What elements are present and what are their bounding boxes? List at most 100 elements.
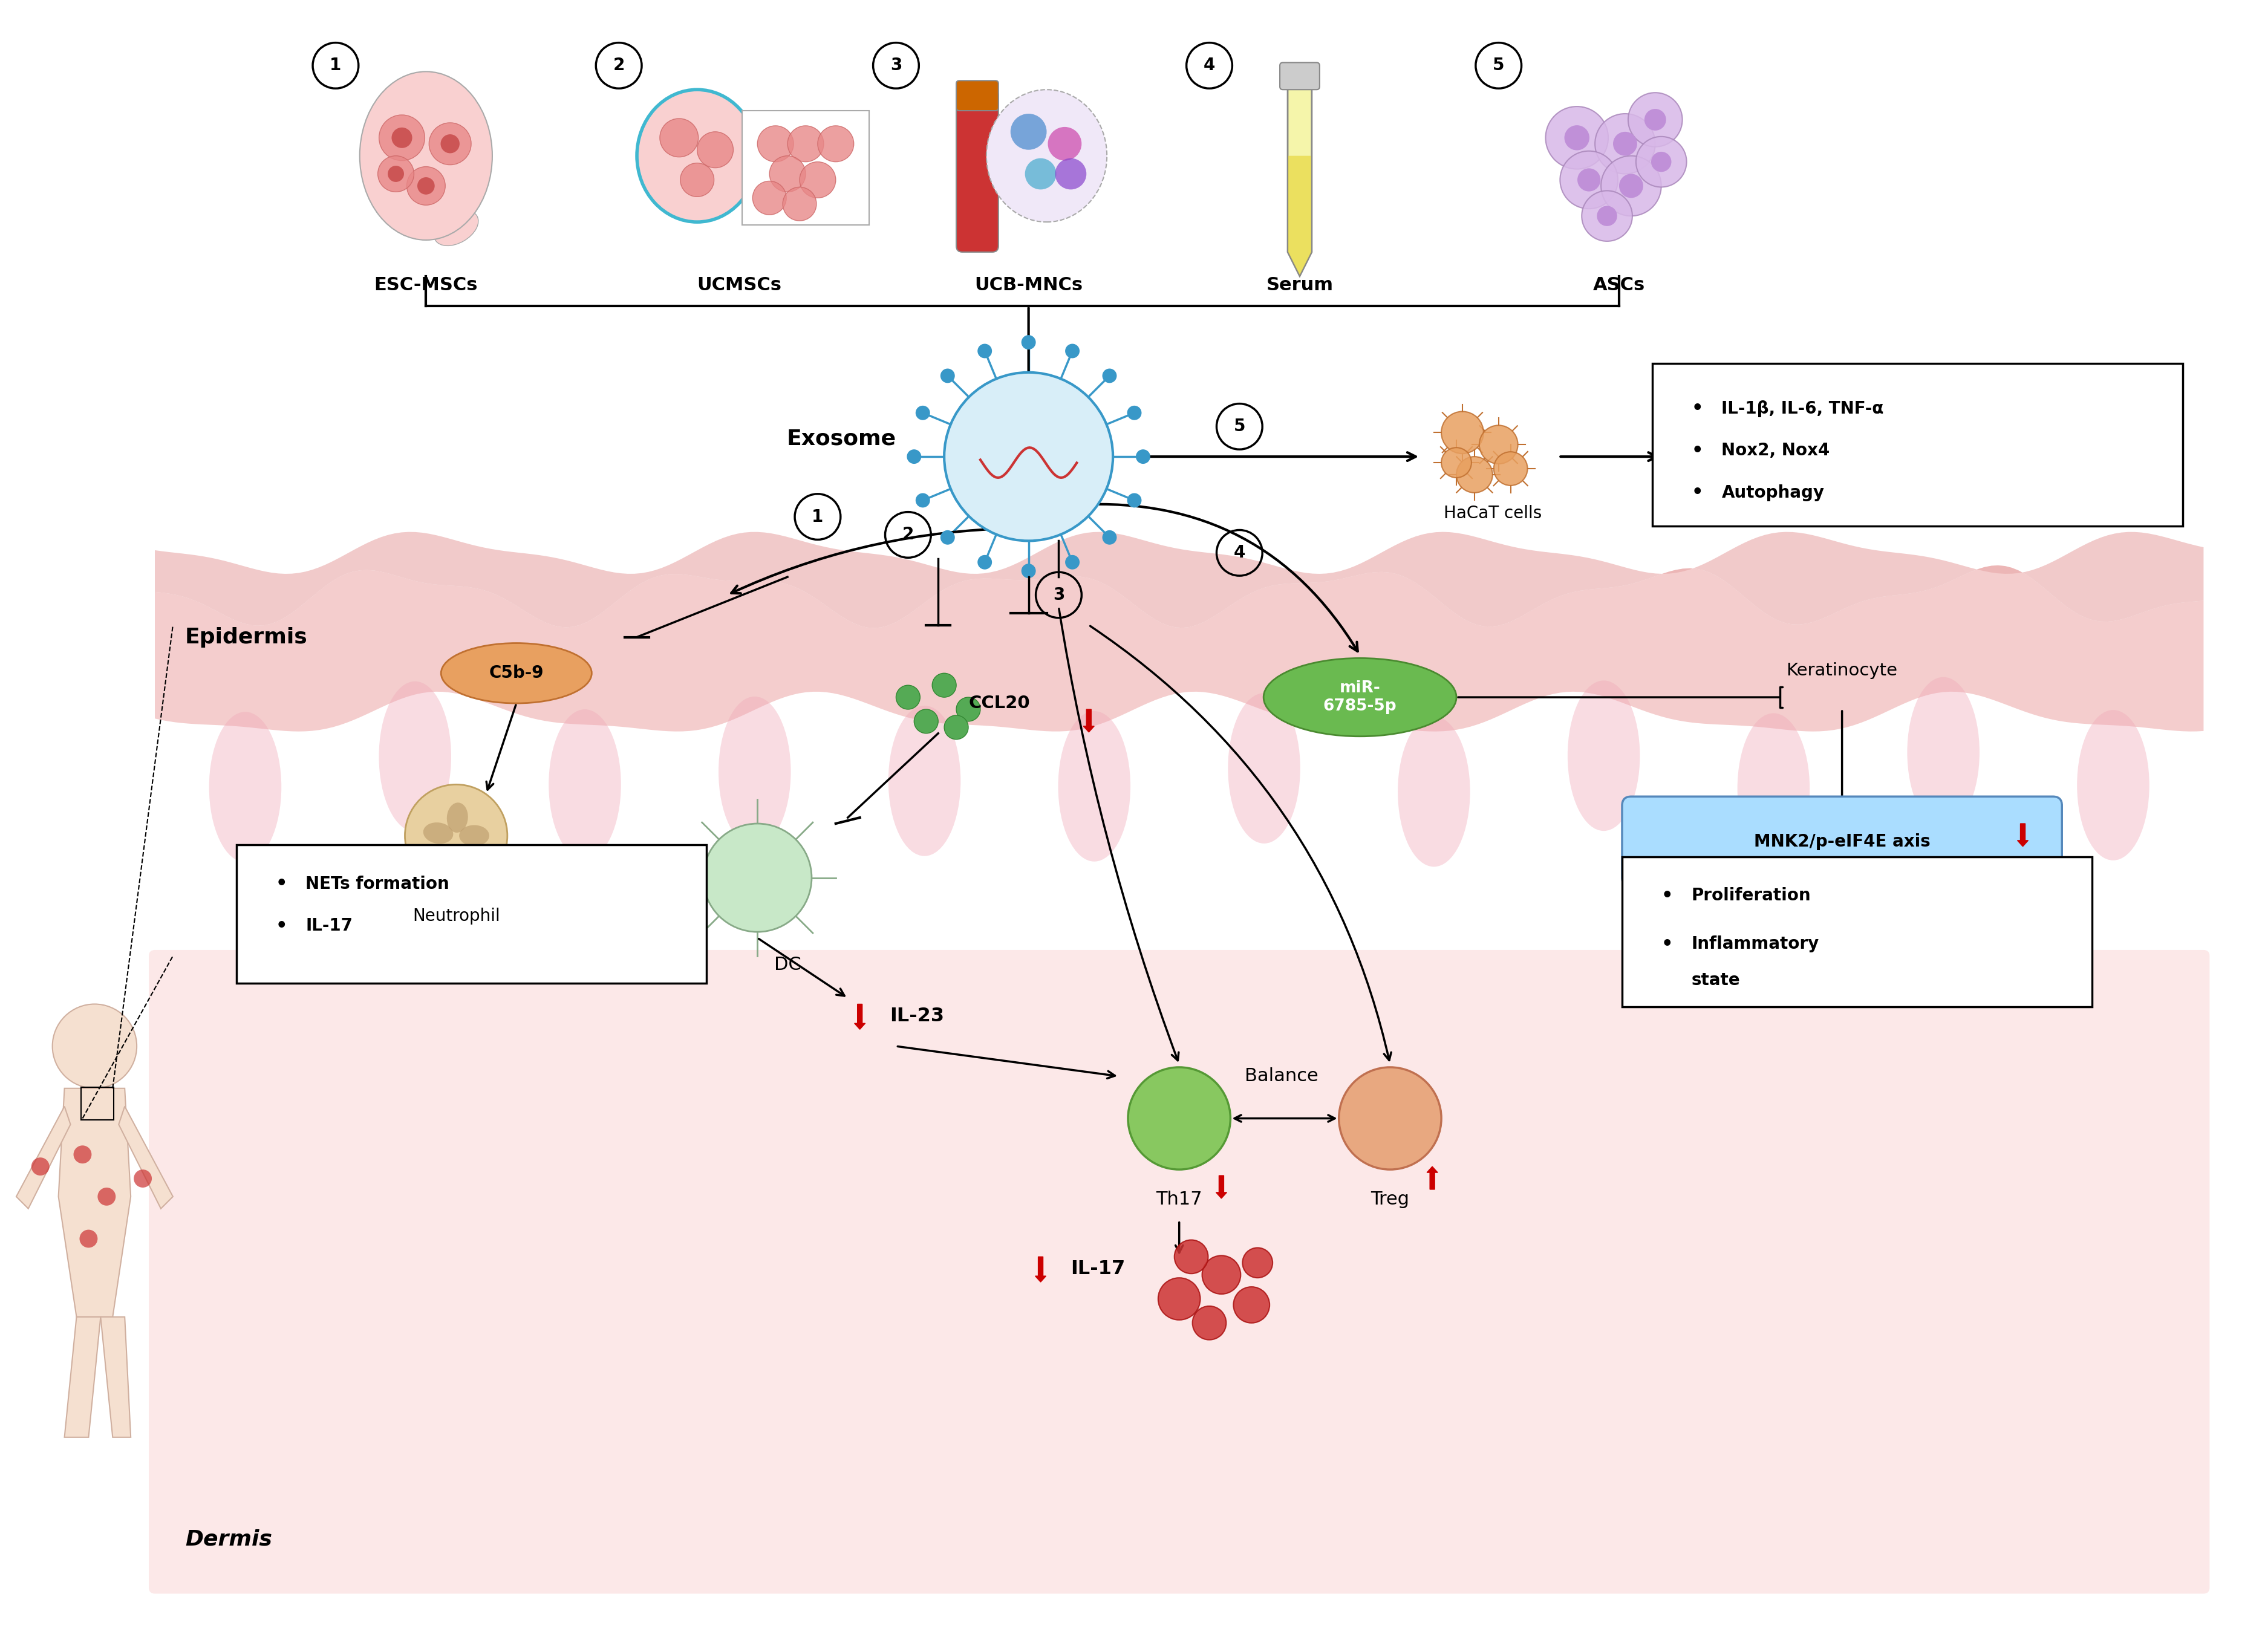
Circle shape [97, 1188, 115, 1206]
Circle shape [916, 494, 930, 507]
Circle shape [1242, 1247, 1274, 1277]
FancyArrow shape [2018, 824, 2029, 846]
Circle shape [1011, 114, 1047, 150]
Text: •: • [276, 876, 287, 892]
Polygon shape [154, 565, 2203, 732]
Circle shape [430, 122, 470, 165]
FancyBboxPatch shape [957, 89, 998, 253]
Text: •: • [1692, 484, 1703, 502]
Text: 4: 4 [1233, 545, 1246, 562]
Circle shape [1233, 1287, 1269, 1323]
Circle shape [1022, 335, 1036, 350]
Circle shape [1561, 150, 1617, 208]
FancyBboxPatch shape [1651, 363, 2183, 525]
Ellipse shape [1264, 657, 1457, 737]
FancyArrow shape [1898, 884, 1907, 905]
Circle shape [1601, 155, 1660, 216]
Text: •: • [1692, 400, 1703, 418]
Circle shape [753, 182, 787, 215]
Circle shape [896, 686, 921, 709]
Circle shape [380, 116, 425, 160]
Circle shape [1595, 114, 1656, 173]
Circle shape [957, 697, 979, 722]
Ellipse shape [423, 823, 452, 844]
Circle shape [907, 449, 921, 464]
Circle shape [661, 119, 699, 157]
Text: HaCaT cells: HaCaT cells [1443, 506, 1543, 522]
Circle shape [703, 824, 812, 932]
Circle shape [387, 165, 405, 182]
Ellipse shape [986, 89, 1106, 221]
Text: IL-1β, IL-6, TNF-α: IL-1β, IL-6, TNF-α [1721, 400, 1884, 416]
Circle shape [1065, 344, 1079, 358]
Circle shape [1597, 207, 1617, 226]
Ellipse shape [1228, 694, 1301, 844]
Ellipse shape [459, 824, 489, 846]
Text: Th17: Th17 [1156, 1191, 1203, 1208]
FancyArrow shape [1880, 441, 1889, 464]
Circle shape [1047, 127, 1081, 160]
Ellipse shape [1059, 710, 1131, 861]
Circle shape [1581, 190, 1633, 241]
Text: 5: 5 [1233, 418, 1246, 434]
Text: Dermis: Dermis [185, 1530, 271, 1550]
FancyArrow shape [1217, 1176, 1226, 1198]
Ellipse shape [380, 681, 450, 831]
Circle shape [378, 155, 414, 192]
Circle shape [1102, 530, 1117, 545]
Ellipse shape [441, 643, 593, 704]
FancyBboxPatch shape [1622, 796, 2063, 887]
Circle shape [681, 164, 715, 197]
Text: Neutrophil: Neutrophil [412, 909, 500, 925]
Text: •: • [1660, 935, 1674, 953]
Circle shape [1479, 425, 1518, 464]
Circle shape [932, 674, 957, 697]
Polygon shape [154, 532, 2203, 628]
Polygon shape [118, 1107, 172, 1209]
Circle shape [407, 167, 446, 205]
FancyArrow shape [1984, 400, 1995, 423]
Text: DC: DC [774, 957, 801, 973]
Circle shape [1054, 159, 1086, 190]
Circle shape [916, 406, 930, 420]
Polygon shape [16, 1107, 70, 1209]
Circle shape [1577, 169, 1601, 192]
Circle shape [1545, 106, 1608, 169]
Text: miR-
6785-5p: miR- 6785-5p [1323, 681, 1396, 714]
Polygon shape [63, 1317, 100, 1437]
Circle shape [72, 1145, 90, 1163]
Circle shape [1022, 563, 1036, 578]
Text: C5b-9: C5b-9 [489, 664, 543, 682]
Text: 3: 3 [891, 58, 903, 74]
Polygon shape [1289, 155, 1312, 274]
Text: Balance: Balance [1244, 1067, 1319, 1085]
Ellipse shape [719, 697, 792, 847]
Text: 2: 2 [613, 58, 624, 74]
Circle shape [1635, 137, 1687, 187]
Circle shape [133, 1170, 152, 1188]
FancyBboxPatch shape [957, 81, 998, 111]
Circle shape [441, 134, 459, 154]
Text: state: state [1692, 971, 1739, 988]
FancyBboxPatch shape [742, 111, 869, 225]
FancyArrow shape [1866, 484, 1877, 507]
Text: CCL20: CCL20 [968, 695, 1029, 712]
Text: Proliferation: Proliferation [1692, 887, 1812, 904]
Circle shape [416, 177, 434, 195]
Circle shape [1126, 494, 1142, 507]
Circle shape [943, 715, 968, 740]
Circle shape [52, 1004, 136, 1089]
Circle shape [1339, 1067, 1441, 1170]
Text: UCB-MNCs: UCB-MNCs [975, 276, 1083, 294]
Circle shape [1102, 368, 1117, 383]
Ellipse shape [434, 210, 477, 246]
Circle shape [914, 709, 939, 733]
Circle shape [32, 1158, 50, 1176]
Circle shape [1065, 555, 1079, 570]
Circle shape [941, 530, 955, 545]
Text: IL-17: IL-17 [305, 917, 353, 935]
Circle shape [941, 368, 955, 383]
Text: •: • [1692, 441, 1703, 459]
Ellipse shape [550, 709, 622, 859]
Text: 5: 5 [1493, 58, 1504, 74]
